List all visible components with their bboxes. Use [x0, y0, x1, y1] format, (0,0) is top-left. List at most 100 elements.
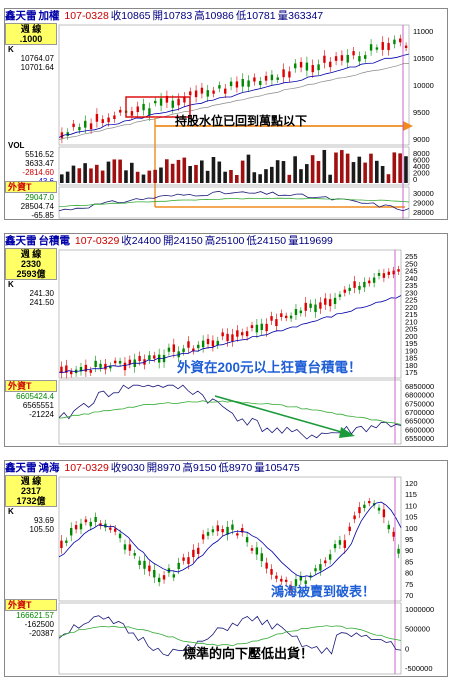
- vol-title: VOL: [8, 141, 25, 150]
- price-candle: [95, 114, 99, 122]
- price-axis-tick-label: 90: [405, 546, 413, 555]
- foreign-ma-line: [58, 625, 402, 647]
- foreign-title[interactable]: 外資T: [5, 380, 57, 392]
- foxconn-plot: 120 115 110 105 100 95 90 85 80 75 70 1000000 500000…: [58, 476, 434, 675]
- price-candle: [74, 525, 78, 530]
- price-candle: [255, 324, 259, 333]
- price-candle: [78, 127, 81, 131]
- volume-bar: [322, 149, 327, 183]
- price-candle: [104, 363, 107, 370]
- price-candle: [72, 123, 75, 128]
- foreign-line: [58, 190, 410, 212]
- foreign-axis-frame: [58, 186, 410, 219]
- price-candle: [241, 79, 244, 87]
- trend-arrow-line: [214, 395, 346, 434]
- price-candle: [201, 340, 205, 348]
- price-axis-tick-label: 190: [405, 346, 418, 355]
- volume-bar: [106, 161, 111, 183]
- foreign-line: [58, 384, 402, 440]
- volume-bar: [188, 165, 192, 183]
- price-candle: [275, 575, 278, 579]
- price-axis-tick-label: 105: [405, 513, 418, 522]
- volume-bar: [380, 165, 385, 183]
- volume-value: 量105475: [254, 462, 300, 474]
- price-candle: [324, 298, 327, 305]
- volume-bar: [205, 170, 210, 183]
- price-candle: [130, 111, 134, 116]
- volume-bar: [211, 157, 216, 183]
- close-value: 收24400: [121, 235, 161, 247]
- price-candle: [60, 132, 64, 139]
- price-axis-tick-label: 10000: [413, 81, 434, 90]
- brand-prefix: 鑫天雷: [5, 10, 37, 22]
- price-candle: [247, 80, 250, 87]
- volume-bar: [375, 160, 379, 183]
- price-candle: [270, 74, 274, 81]
- foreign-axis-frame: [58, 602, 402, 675]
- foreign-ma-line: [58, 400, 402, 425]
- open-value: 開10783: [152, 10, 193, 22]
- chart-date: 107-0329: [74, 235, 120, 247]
- volume-bar: [299, 169, 303, 183]
- annotation-text: 外資在200元以上狂賣台積電！: [177, 360, 362, 375]
- arrow-head: [403, 121, 413, 131]
- brand-prefix: 鑫天雷: [5, 462, 37, 474]
- period-selector[interactable]: 週 線 .1000: [5, 23, 57, 45]
- price-candle: [299, 61, 303, 68]
- price-candle: [224, 88, 227, 94]
- price-candle: [221, 332, 224, 337]
- foreign-axis-tick-label: 0: [405, 644, 409, 653]
- volume-bar: [369, 153, 373, 183]
- foxconn-chart-panel: 鑫天雷 鴻海 107-0329 收9030 開8970 高9150 低8970 量10547…: [4, 460, 448, 677]
- k-label: K: [8, 45, 14, 54]
- foreign-title[interactable]: 外資T: [5, 181, 57, 193]
- high-value: 高9150: [182, 462, 217, 474]
- volume-bar: [95, 164, 99, 183]
- stock-title: 鴻海: [38, 462, 60, 474]
- volume-bar: [65, 171, 70, 183]
- price-axis-tick-label: 205: [405, 325, 418, 334]
- price-candle: [189, 91, 192, 96]
- price-axis-tick-label: 185: [405, 354, 418, 363]
- period-selector[interactable]: 週 線 2317 1732億: [5, 475, 57, 507]
- volume-bar: [310, 155, 315, 183]
- price-candle: [259, 81, 262, 86]
- price-axis-tick-label: 230: [405, 288, 418, 297]
- price-axis-tick-label: 100: [405, 524, 418, 533]
- foreign-value-2: 6565551: [22, 401, 54, 410]
- price-axis-tick-label: 215: [405, 310, 418, 319]
- foreign-axis-tick-label: 6750000: [405, 399, 434, 408]
- price-candle: [128, 359, 132, 365]
- price-candle: [338, 540, 342, 545]
- foreign-axis-frame: [58, 379, 402, 445]
- low-value: 低24150: [246, 235, 287, 247]
- price-axis-tick-label: 180: [405, 361, 418, 370]
- price-candle: [187, 557, 190, 565]
- price-axis-tick-label: 85: [405, 557, 413, 566]
- price-candle: [66, 132, 69, 136]
- price-candle: [216, 340, 219, 345]
- foreign-axis-tick-label: -500000: [405, 664, 433, 673]
- price-axis-tick-label: 255: [405, 252, 418, 261]
- price-candle: [368, 501, 371, 504]
- price-candle: [284, 315, 288, 319]
- price-candle: [270, 569, 273, 575]
- price-candle: [79, 366, 83, 372]
- price-candle: [392, 270, 395, 275]
- volume-bar: [240, 160, 245, 183]
- price-candle: [171, 100, 174, 108]
- close-value: 收10865: [110, 10, 151, 22]
- price-axis-tick-label: 235: [405, 281, 418, 290]
- price-candle: [153, 355, 156, 359]
- volume-bar: [223, 171, 227, 183]
- foreign-title[interactable]: 外資T: [5, 599, 57, 611]
- period-selector[interactable]: 週 線 2330 2593億: [5, 248, 57, 280]
- volume-bar: [112, 159, 117, 183]
- period-sidebar: 週 線 .1000 K 10764.07 10701.64: [5, 23, 57, 72]
- price-candle: [375, 47, 379, 50]
- price-axis-tick-label: 9000: [413, 135, 430, 144]
- taiex-chart-panel: 鑫天雷 加權 107-0328 收10865 開10783 高10986 低10781 量3…: [4, 8, 448, 220]
- price-candle: [387, 43, 390, 51]
- price-candle: [84, 519, 88, 523]
- price-candle: [113, 528, 117, 532]
